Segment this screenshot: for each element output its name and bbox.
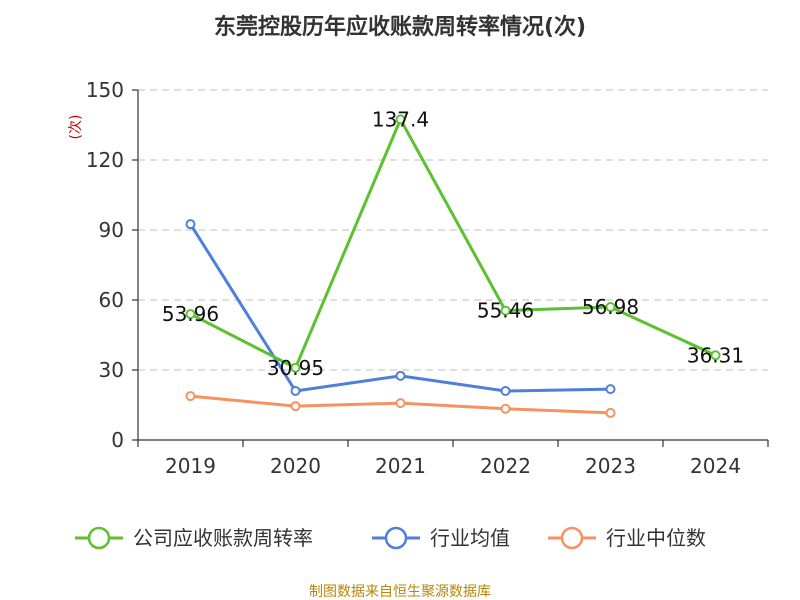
series-0-point-1 xyxy=(290,362,301,373)
series-2-point-3 xyxy=(500,403,511,414)
legend-marker xyxy=(87,526,111,550)
series-0-point-4 xyxy=(605,302,616,313)
y-tick-label-120: 120 xyxy=(86,148,124,172)
legend: 公司应收账款周转率 行业均值 行业中位数 xyxy=(75,526,706,550)
series-1-point-4 xyxy=(605,384,616,395)
legend-label: 公司应收账款周转率 xyxy=(133,526,313,550)
series-2-point-2 xyxy=(395,398,406,409)
legend-item-2[interactable]: 行业中位数 xyxy=(548,526,706,550)
source-note: 制图数据来自恒生聚源数据库 xyxy=(309,584,491,600)
chart-title: 东莞控股历年应收账款周转率情况(次) xyxy=(214,14,586,40)
x-tick-label-2023: 2023 xyxy=(585,454,636,478)
legend-label: 行业均值 xyxy=(430,526,510,550)
x-tick-label-2024: 2024 xyxy=(690,454,741,478)
series-1-point-3 xyxy=(500,386,511,396)
legend-item-1[interactable]: 行业均值 xyxy=(372,526,510,550)
data-label-2020: 30.95 xyxy=(267,356,324,380)
y-tick-label-150: 150 xyxy=(86,78,124,102)
series-2-point-4 xyxy=(605,407,616,418)
series-1-point-0 xyxy=(185,219,196,230)
data-label-2024: 36.31 xyxy=(687,343,744,367)
series-1-point-1 xyxy=(290,386,301,396)
series-0-point-0 xyxy=(185,309,196,320)
series-0-point-2 xyxy=(395,114,406,125)
series-2-point-1 xyxy=(290,401,301,412)
series-line-0 xyxy=(189,117,717,370)
legend-item-0[interactable]: 公司应收账款周转率 xyxy=(75,526,313,550)
legend-label: 行业中位数 xyxy=(606,526,706,550)
data-label-2019: 53.96 xyxy=(162,302,219,326)
y-tick-label-0: 0 xyxy=(111,428,124,452)
x-tick-label-2019: 2019 xyxy=(165,454,216,478)
y-axis-label: (次) xyxy=(68,115,84,140)
y-tick-label-30: 30 xyxy=(99,358,124,382)
legend-marker xyxy=(560,526,584,550)
data-label-2021: 137.4 xyxy=(372,107,429,131)
x-tick-label-2020: 2020 xyxy=(270,454,321,478)
legend-marker xyxy=(384,526,408,550)
series-0-point-3 xyxy=(500,305,511,316)
grid-lines xyxy=(138,89,768,371)
y-tick-label-90: 90 xyxy=(99,218,124,242)
x-tick-label-2022: 2022 xyxy=(480,454,531,478)
series-layer xyxy=(185,114,721,418)
series-1-point-2 xyxy=(395,370,406,381)
y-tick-label-60: 60 xyxy=(99,288,124,312)
data-labels: 53.96 30.95 137.4 55.46 56.98 36.31 xyxy=(162,107,744,379)
series-2-point-0 xyxy=(185,391,196,402)
x-tick-label-2021: 2021 xyxy=(375,454,426,478)
data-label-2023: 56.98 xyxy=(582,295,639,319)
data-label-2022: 55.46 xyxy=(477,299,534,323)
series-line-1 xyxy=(189,223,611,393)
axes: 0 30 60 90 120 150 2019 2020 2021 2022 2023 2024 xyxy=(86,78,769,478)
series-0-point-5 xyxy=(710,350,721,361)
